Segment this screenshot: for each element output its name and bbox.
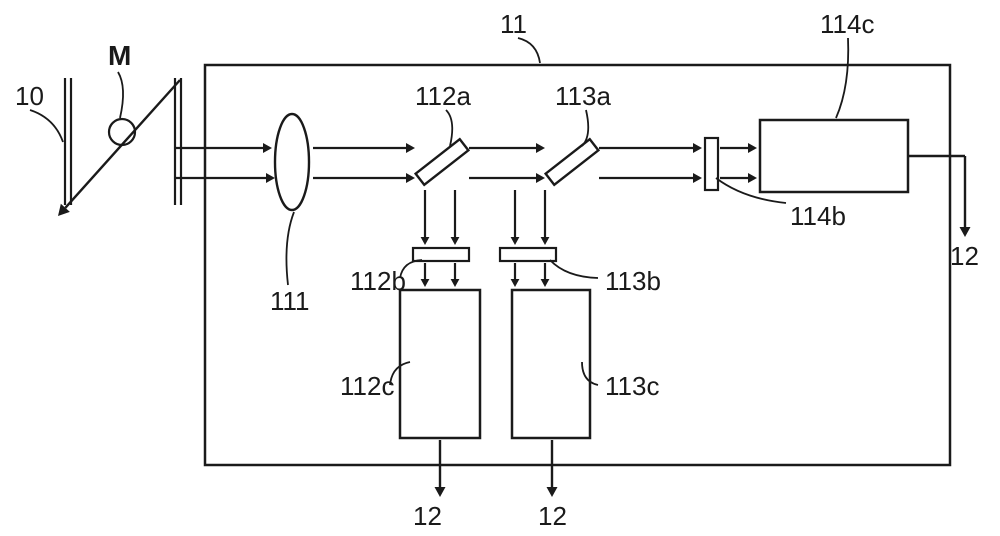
label-M: M <box>108 40 131 71</box>
label-L10: 10 <box>15 81 44 111</box>
label-L114c: 114c <box>820 9 874 39</box>
label-L12_b2: 12 <box>538 501 567 531</box>
label-L112c: 112c <box>340 371 394 401</box>
label-L111: 111 <box>270 286 310 316</box>
label-L12_b1: 12 <box>413 501 442 531</box>
label-L112b: 112b <box>350 266 406 296</box>
label-L114b: 114b <box>790 201 846 231</box>
label-L113a: 113a <box>555 81 611 111</box>
label-L113c: 113c <box>605 371 659 401</box>
canvas-bg <box>0 0 1000 536</box>
label-L12_right: 12 <box>950 241 979 271</box>
label-L113b: 113b <box>605 266 661 296</box>
label-L112a: 112a <box>415 81 471 111</box>
label-L11: 11 <box>500 9 527 39</box>
